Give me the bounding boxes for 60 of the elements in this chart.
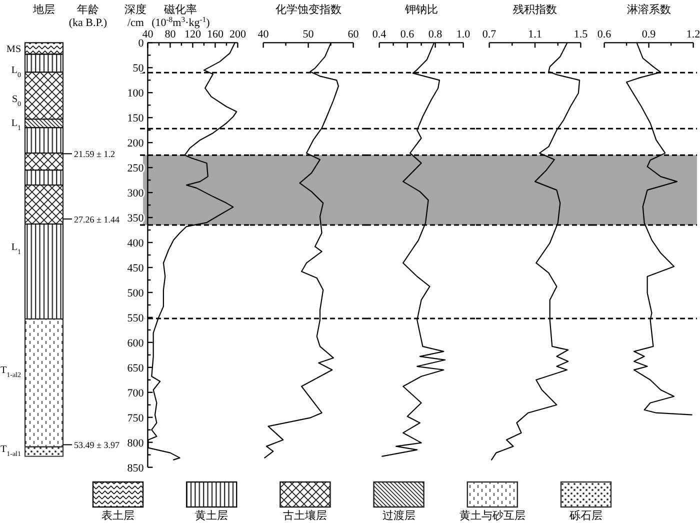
x-tick-label: 0.6	[400, 28, 415, 41]
x-tick-label: 0.4	[372, 28, 387, 41]
y-tick-label: 50	[132, 62, 144, 75]
x-tick-label: 0.8	[428, 28, 443, 41]
x-tick-label: 0.9	[642, 28, 656, 41]
x-tick-label: 0.7	[482, 28, 497, 41]
x-tick-label: 40	[258, 28, 270, 41]
y-tick-label: 350	[127, 212, 144, 225]
y-tick-label: 300	[127, 188, 144, 200]
x-tick-label: 1.0	[456, 28, 471, 41]
y-tick-label: 200	[127, 138, 144, 150]
y-tick-label: 600	[127, 337, 144, 350]
x-axis-title: 磁化率 (10$^{-8}$m$^{3}$·kg$^{-1}$)	[152, 3, 210, 29]
x-axis-title: 钾钠比	[404, 3, 438, 16]
y-tick-label: 750	[127, 412, 144, 424]
text: T$_{1-al1}$	[0, 444, 22, 458]
y-tick-label: 850	[127, 462, 144, 474]
y-tick-label: 100	[127, 88, 144, 100]
x-tick-label: 1.2	[686, 28, 700, 41]
x-tick-label: 120	[184, 28, 202, 41]
y-tick-label: 400	[127, 238, 144, 250]
text: S$_{0}$	[12, 94, 22, 108]
x-tick-label: 1.5	[574, 28, 588, 41]
y-tick-label: 500	[127, 287, 144, 300]
x-axis-title: 淋溶系数	[626, 3, 671, 16]
y-tick-label: 650	[127, 362, 144, 374]
y-tick-label: 150	[127, 112, 144, 125]
x-axis-title: 化学蚀变指数	[275, 3, 342, 16]
legend-label: 古土壤层	[283, 509, 328, 522]
x-tick-label: 160	[206, 28, 224, 41]
y-tick-label: 250	[127, 162, 144, 175]
y-axis-title: 深度 /cm	[124, 3, 147, 29]
text: 53.49 ± 3.97	[74, 440, 120, 450]
legend-label: 黄土层	[195, 509, 228, 522]
y-tick-label: 0	[138, 38, 144, 50]
text: L$_{1}$	[11, 242, 22, 256]
text: T$_{1-al2}$	[0, 365, 22, 379]
legend-label: 砾石层	[568, 509, 602, 522]
y-tick-label: 450	[127, 262, 144, 274]
text: MS	[6, 44, 21, 55]
text: 27.26 ± 1.44	[74, 214, 120, 224]
y-tick-label: 800	[127, 437, 144, 450]
x-tick-label: 40	[142, 28, 154, 41]
x-tick-label: 1.1	[528, 28, 542, 41]
x-tick-label: 200	[229, 28, 246, 41]
x-axis-title: 残积指数	[513, 3, 557, 16]
text: 年龄 (ka B.P.)	[68, 4, 108, 29]
text: L$_{1}$	[11, 118, 22, 132]
text: 21.59 ± 1.2	[74, 149, 115, 159]
text: L$_{0}$	[11, 65, 22, 79]
x-tick-label: 0.6	[597, 28, 612, 41]
legend-label: 过渡层	[382, 509, 416, 522]
x-tick-label: 60	[348, 28, 360, 41]
y-tick-label: 700	[127, 387, 144, 400]
y-tick-label: 550	[127, 312, 144, 324]
chart-title: 地层	[32, 3, 55, 16]
legend-label: 黄土与砂互层	[459, 509, 526, 522]
legend-label: 表土层	[102, 509, 134, 522]
x-tick-label: 80	[164, 28, 176, 41]
x-tick-label: 50	[302, 28, 314, 41]
